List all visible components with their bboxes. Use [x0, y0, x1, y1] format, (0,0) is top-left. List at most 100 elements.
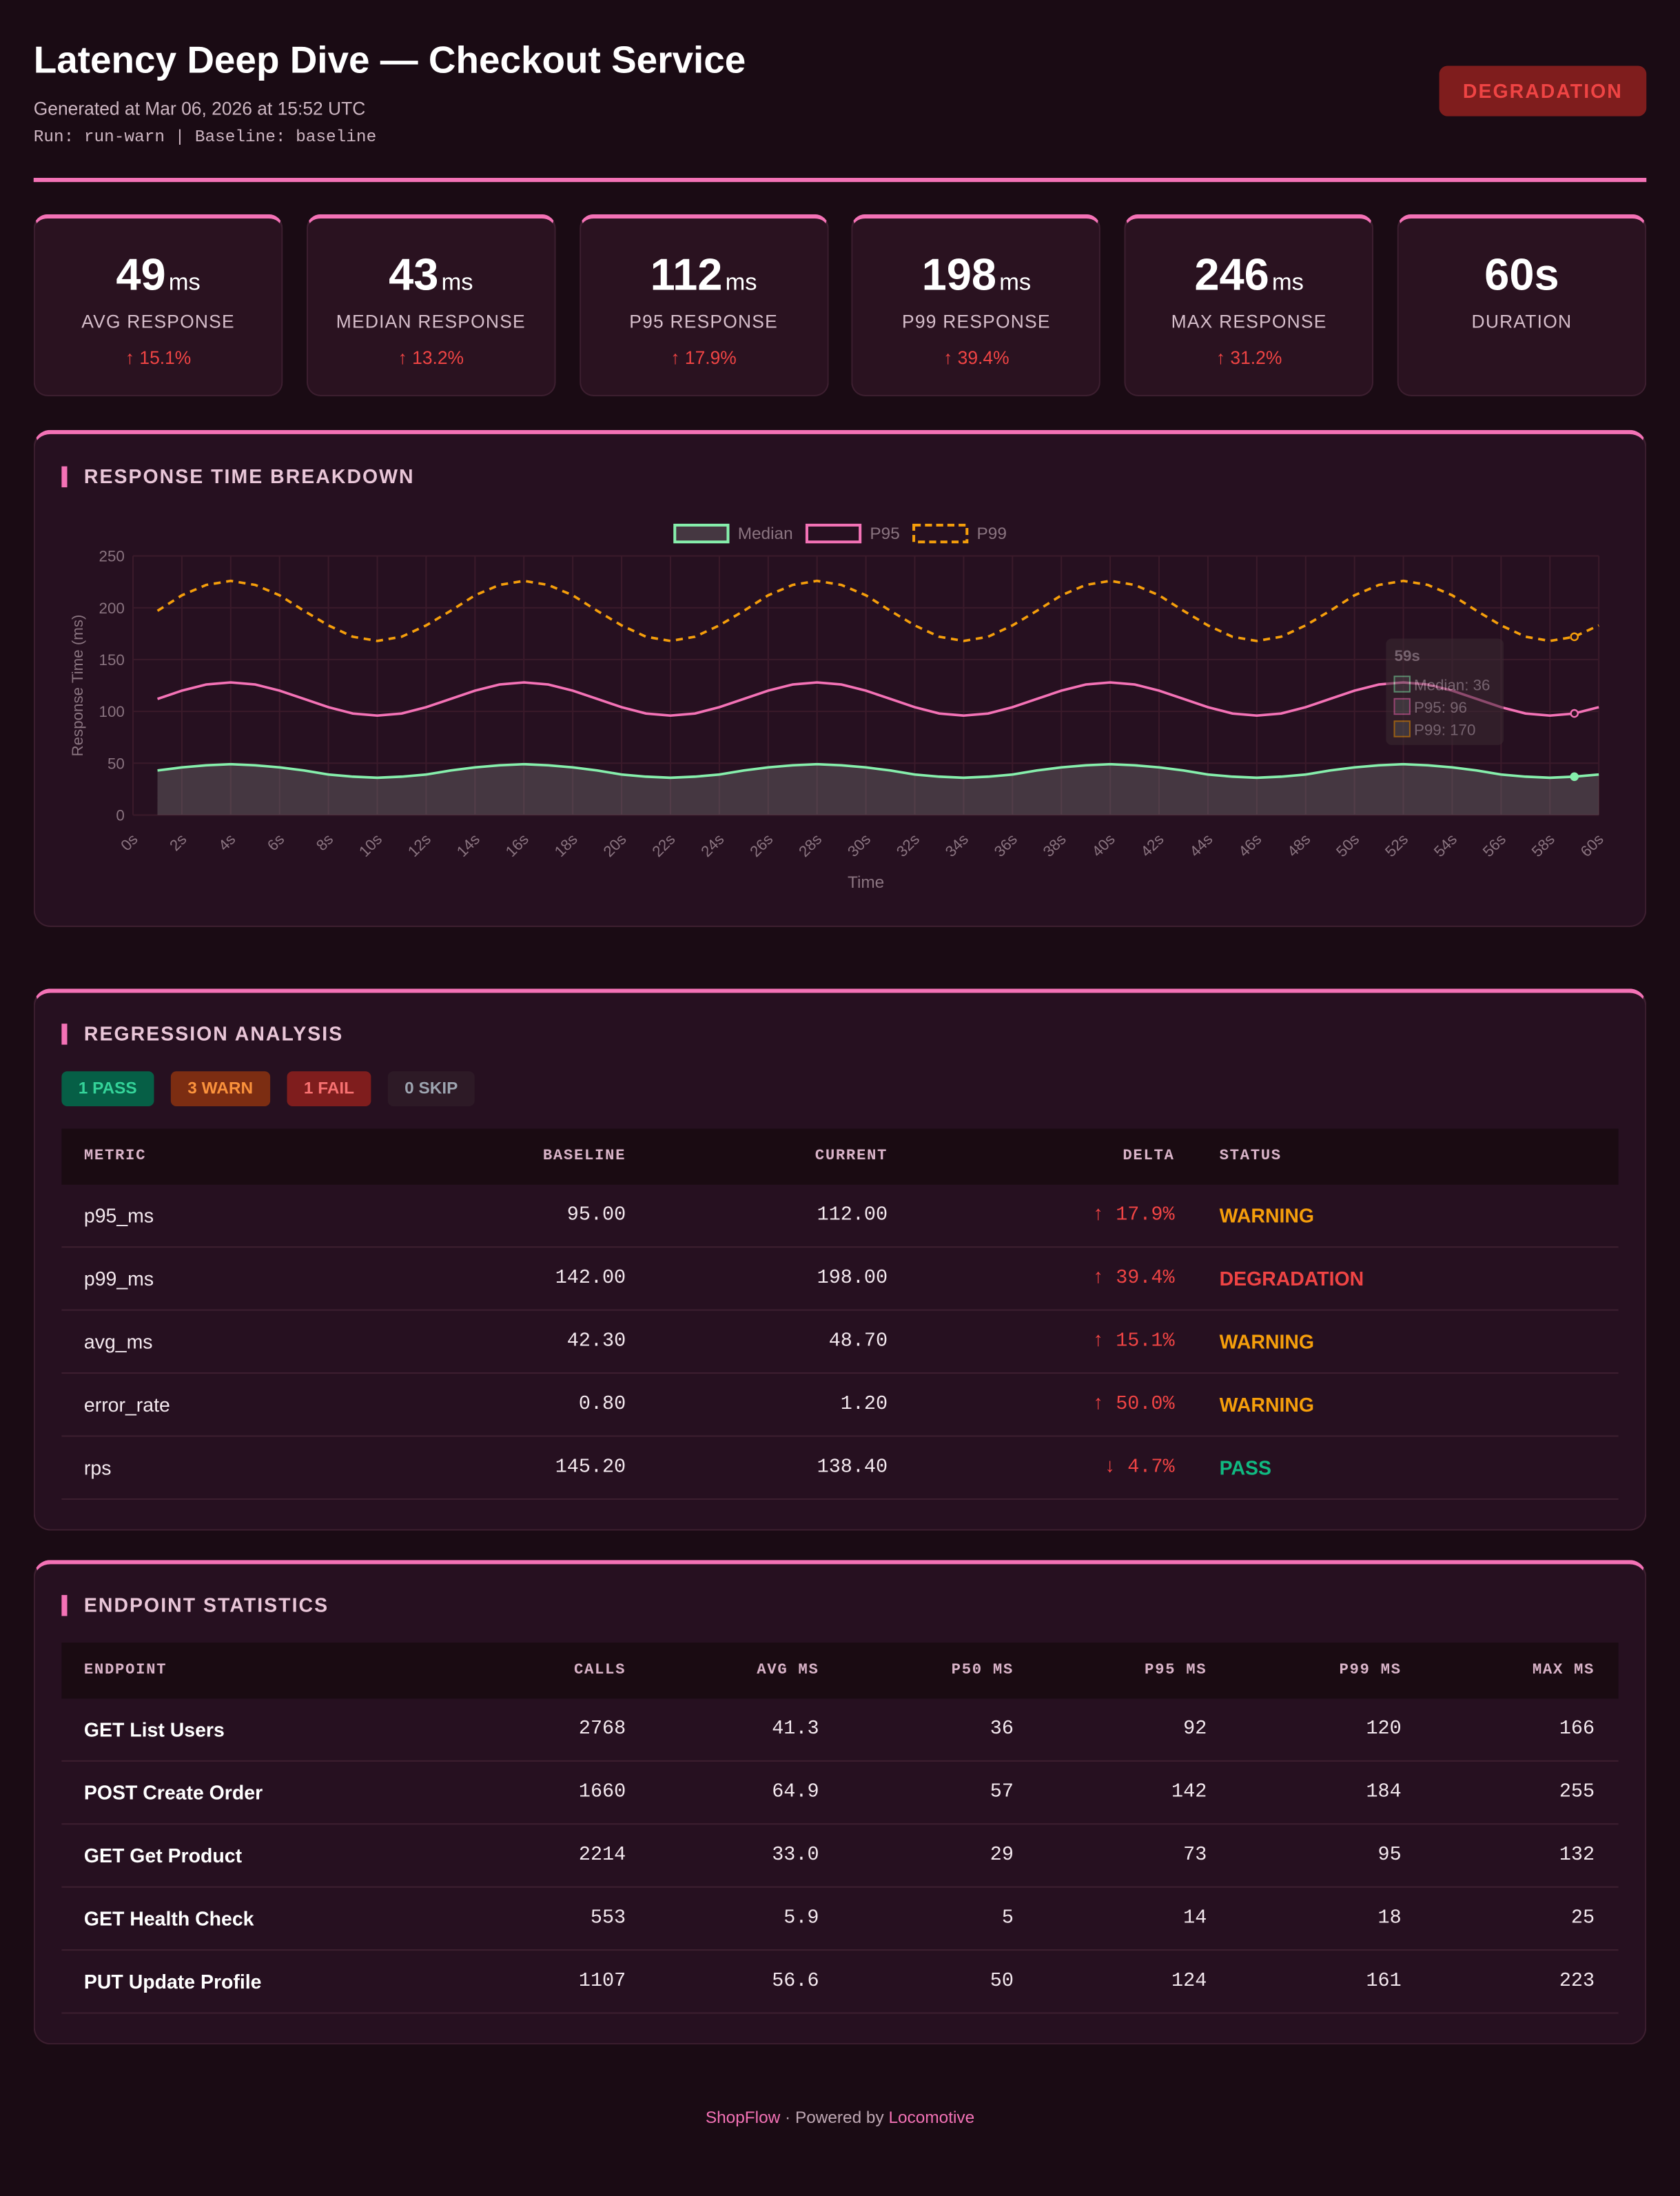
table-cell: 142.00 — [555, 1267, 626, 1290]
stat-label: P95 RESPONSE — [629, 311, 778, 332]
column-header: P50 MS — [951, 1662, 1014, 1679]
status-pill: 1 PASS — [61, 1071, 154, 1107]
status-pill: 3 WARN — [170, 1071, 270, 1107]
table-cell: 33.0 — [772, 1844, 819, 1867]
table-row — [61, 1888, 1619, 1951]
stat-label: MAX RESPONSE — [1171, 311, 1327, 332]
stat-label: MEDIAN RESPONSE — [336, 311, 526, 332]
stat-unit: ms — [168, 269, 201, 296]
x-tick-label: 18s — [551, 831, 581, 860]
chart-panel — [33, 429, 1647, 927]
table-cell: 95.00 — [566, 1204, 626, 1227]
table-cell: 138.40 — [817, 1456, 888, 1479]
x-tick-label: 24s — [697, 831, 727, 860]
legend-swatch — [673, 523, 730, 544]
x-tick-label: 8s — [313, 831, 336, 854]
table-cell: 42.30 — [566, 1330, 626, 1353]
stat-card: 198 ms P99 RESPONSE ↑ 39.4% — [852, 214, 1101, 396]
table-row — [61, 1248, 1619, 1311]
x-tick-label: 0s — [117, 831, 141, 854]
column-header: ENDPOINT — [83, 1662, 167, 1679]
table-cell: 553 — [590, 1907, 626, 1930]
x-tick-label: 16s — [502, 831, 532, 860]
footer-brand: ShopFlow — [705, 2107, 781, 2128]
table-cell: 18 — [1377, 1907, 1402, 1930]
x-tick-label: 32s — [893, 831, 923, 860]
table-cell: 1.20 — [840, 1393, 888, 1416]
x-tick-label: 20s — [600, 831, 630, 860]
stat-value: 112 ms — [580, 250, 827, 301]
x-tick-label: 58s — [1528, 831, 1558, 860]
hover-point — [1570, 632, 1579, 642]
stat-delta: ↑ 31.2% — [1216, 347, 1282, 369]
x-tick-label: 42s — [1138, 831, 1167, 860]
legend-label: P95 — [870, 525, 899, 543]
stat-delta: ↑ 39.4% — [943, 347, 1010, 369]
x-tick-label: 44s — [1186, 831, 1216, 860]
table-cell: p99_ms — [83, 1267, 154, 1290]
table-cell: 0.80 — [578, 1393, 626, 1416]
tooltip-line: P99: 170 — [1414, 722, 1475, 739]
column-header: DELTA — [1123, 1148, 1175, 1166]
stat-value: 43 ms — [308, 250, 555, 301]
stat-value: 60s — [1399, 250, 1646, 301]
stat-number: 60s — [1484, 249, 1559, 300]
x-tick-label: 12s — [404, 831, 434, 860]
table-cell: 1107 — [578, 1970, 626, 1993]
x-tick-label: 6s — [264, 831, 287, 854]
column-header: CALLS — [573, 1662, 626, 1679]
footer: ShopFlow · Powered by Locomotive — [0, 2108, 1680, 2127]
generated-at: Generated at Mar 06, 2026 at 15:52 UTC — [33, 98, 366, 119]
table-cell: 48.70 — [828, 1330, 888, 1353]
table-row — [61, 1374, 1619, 1437]
table-cell: WARNING — [1219, 1393, 1315, 1416]
table-row — [61, 1824, 1619, 1888]
table-cell: 161 — [1366, 1970, 1402, 1993]
tooltip-line: Median: 36 — [1414, 677, 1490, 694]
x-tick-label: 28s — [795, 831, 825, 860]
table-cell: ↑ 17.9% — [1092, 1204, 1175, 1227]
table-cell: 166 — [1559, 1718, 1595, 1741]
hover-point — [1570, 772, 1579, 782]
column-header: AVG MS — [757, 1662, 819, 1679]
tooltip-swatch — [1393, 675, 1411, 693]
table-cell: 92 — [1183, 1718, 1207, 1741]
table-cell: 64.9 — [772, 1781, 819, 1804]
table-row — [61, 1698, 1619, 1762]
stat-card: 49 ms AVG RESPONSE ↑ 15.1% — [33, 214, 283, 396]
footer-sep: · Powered by — [780, 2107, 889, 2128]
column-header: MAX MS — [1532, 1662, 1595, 1679]
table-row — [61, 1436, 1619, 1500]
x-tick-label: 48s — [1284, 831, 1313, 860]
regression-title: REGRESSION ANALYSIS — [61, 1023, 343, 1045]
line — [156, 579, 1599, 642]
table-cell: 5 — [1001, 1907, 1014, 1930]
footer-tool: Locomotive — [888, 2107, 975, 2128]
table-header — [61, 1643, 1619, 1699]
y-tick-label: 50 — [107, 755, 125, 772]
stat-number: 43 — [389, 249, 439, 300]
column-header: P95 MS — [1145, 1662, 1207, 1679]
legend-label: Median — [738, 525, 793, 543]
column-header: BASELINE — [542, 1148, 626, 1166]
table-cell: 2214 — [578, 1844, 626, 1867]
legend-label: P99 — [976, 525, 1006, 543]
table-cell: error_rate — [83, 1393, 170, 1416]
column-header: METRIC — [83, 1148, 147, 1166]
table-cell: 29 — [990, 1844, 1014, 1867]
table-cell: 120 — [1366, 1718, 1402, 1741]
x-tick-label: 30s — [844, 831, 874, 860]
table-cell: 132 — [1559, 1844, 1595, 1867]
table-cell: p95_ms — [83, 1204, 154, 1227]
x-tick-label: 4s — [215, 831, 238, 854]
status-badge: DEGRADATION — [1439, 65, 1647, 116]
y-tick-label: 200 — [99, 600, 125, 617]
table-cell: 41.3 — [772, 1718, 819, 1741]
table-cell: 14 — [1183, 1907, 1207, 1930]
x-tick-label: 54s — [1431, 831, 1460, 860]
stat-number: 112 — [650, 249, 723, 300]
tooltip-swatch — [1393, 720, 1411, 738]
run-info: Run: run-warn | Baseline: baseline — [33, 127, 377, 148]
x-tick-label: 52s — [1382, 831, 1411, 860]
